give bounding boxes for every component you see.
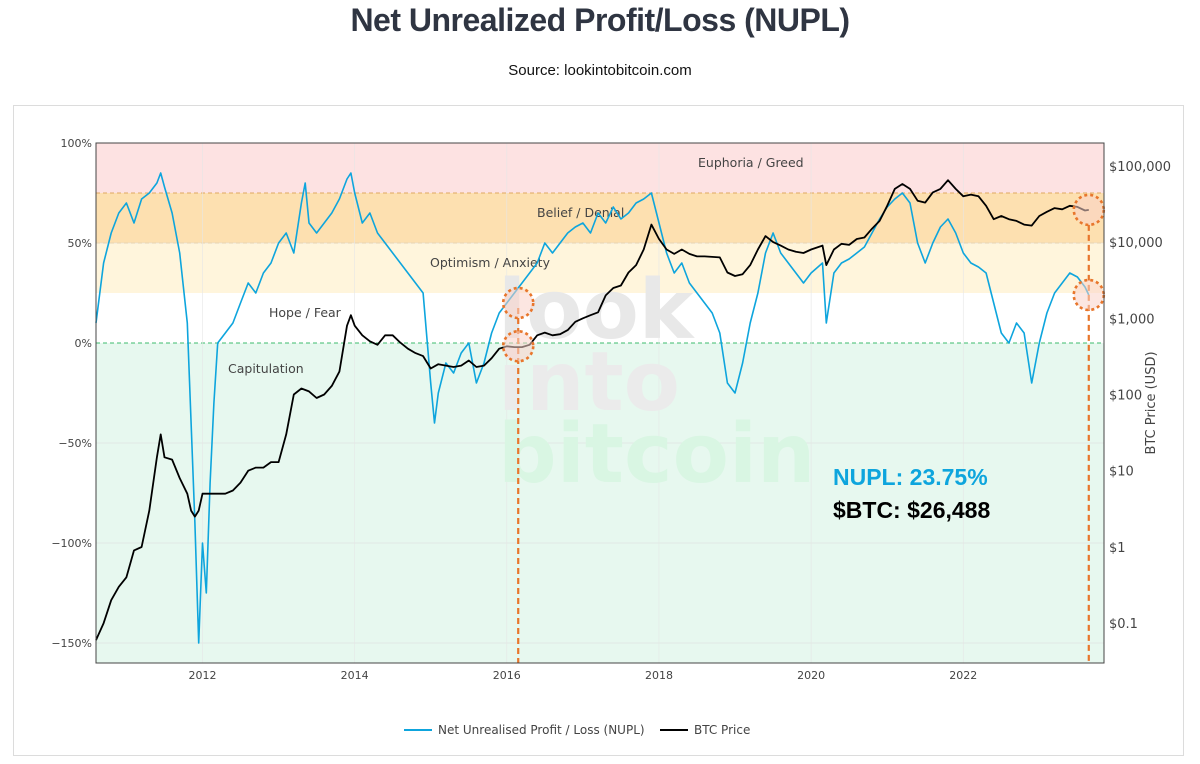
y-right-tick: $100 <box>1109 389 1142 404</box>
x-tick: 2016 <box>493 669 521 682</box>
y-right-tick: $10 <box>1109 465 1134 480</box>
zone-label-4: Capitulation <box>228 361 304 376</box>
btc-annotation: $BTC: $26,488 <box>833 497 990 523</box>
y-left-tick: 0% <box>75 337 92 350</box>
zone-label-0: Euphoria / Greed <box>698 155 804 170</box>
zone-label-3: Hope / Fear <box>269 305 342 320</box>
zone-label-2: Optimism / Anxiety <box>430 255 551 270</box>
x-tick: 2020 <box>797 669 825 682</box>
y-right-tick: $10,000 <box>1109 236 1163 251</box>
zone-label-1: Belief / Denial <box>537 205 624 220</box>
y-right-tick: $0.1 <box>1109 617 1138 632</box>
zone-band-3 <box>96 293 1104 343</box>
series-lines <box>95 172 1090 644</box>
marker-2016-nupl <box>501 286 535 320</box>
y-left-tick: −50% <box>58 437 92 450</box>
legend-label-btc: BTC Price <box>694 723 750 737</box>
x-tick: 2014 <box>341 669 369 682</box>
legend: Net Unrealised Profit / Loss (NUPL) BTC P… <box>404 723 750 737</box>
nupl-line <box>95 172 1090 644</box>
sentiment-zones <box>96 142 1104 663</box>
watermark-line-3: bitcoin <box>498 407 815 502</box>
marker-current-nupl <box>1072 278 1106 312</box>
x-tick: 2022 <box>949 669 977 682</box>
zone-band-2 <box>96 243 1104 293</box>
y-left-tick: −100% <box>51 537 92 550</box>
marker-current-btc <box>1072 193 1106 227</box>
grid-lines <box>96 143 1104 663</box>
x-tick: 2012 <box>189 669 217 682</box>
source-caption: Source: lookintobitcoin.com <box>508 62 692 79</box>
nupl-annotation: NUPL: 23.75% <box>833 464 988 490</box>
page-title: Net Unrealized Profit/Loss (NUPL) <box>350 2 850 38</box>
legend-label-nupl: Net Unrealised Profit / Loss (NUPL) <box>438 723 645 737</box>
plot-border <box>95 142 1105 664</box>
y-left-tick: 100% <box>61 137 92 150</box>
zone-band-4 <box>96 343 1104 663</box>
y-right-tick: $1,000 <box>1109 312 1155 327</box>
y-left-tick: −150% <box>51 637 92 650</box>
y-right-tick: $1 <box>1109 541 1126 556</box>
y-right-tick: $100,000 <box>1109 160 1171 175</box>
zone-band-0 <box>96 143 1104 193</box>
marker-2016-btc <box>501 329 535 363</box>
y-left-tick: 50% <box>68 237 92 250</box>
watermark: look into bitcoin <box>498 263 815 502</box>
y-right-label: BTC Price (USD) <box>1144 351 1159 454</box>
axes: 100% 50% 0% −50% −100% −150% 2012 2014 2016 2018 2… <box>51 137 1171 682</box>
btc-price-line <box>95 179 1089 641</box>
chart-frame <box>13 105 1184 756</box>
zone-labels: Euphoria / Greed Belief / Denial Optimism … <box>228 155 804 376</box>
x-tick: 2018 <box>645 669 673 682</box>
